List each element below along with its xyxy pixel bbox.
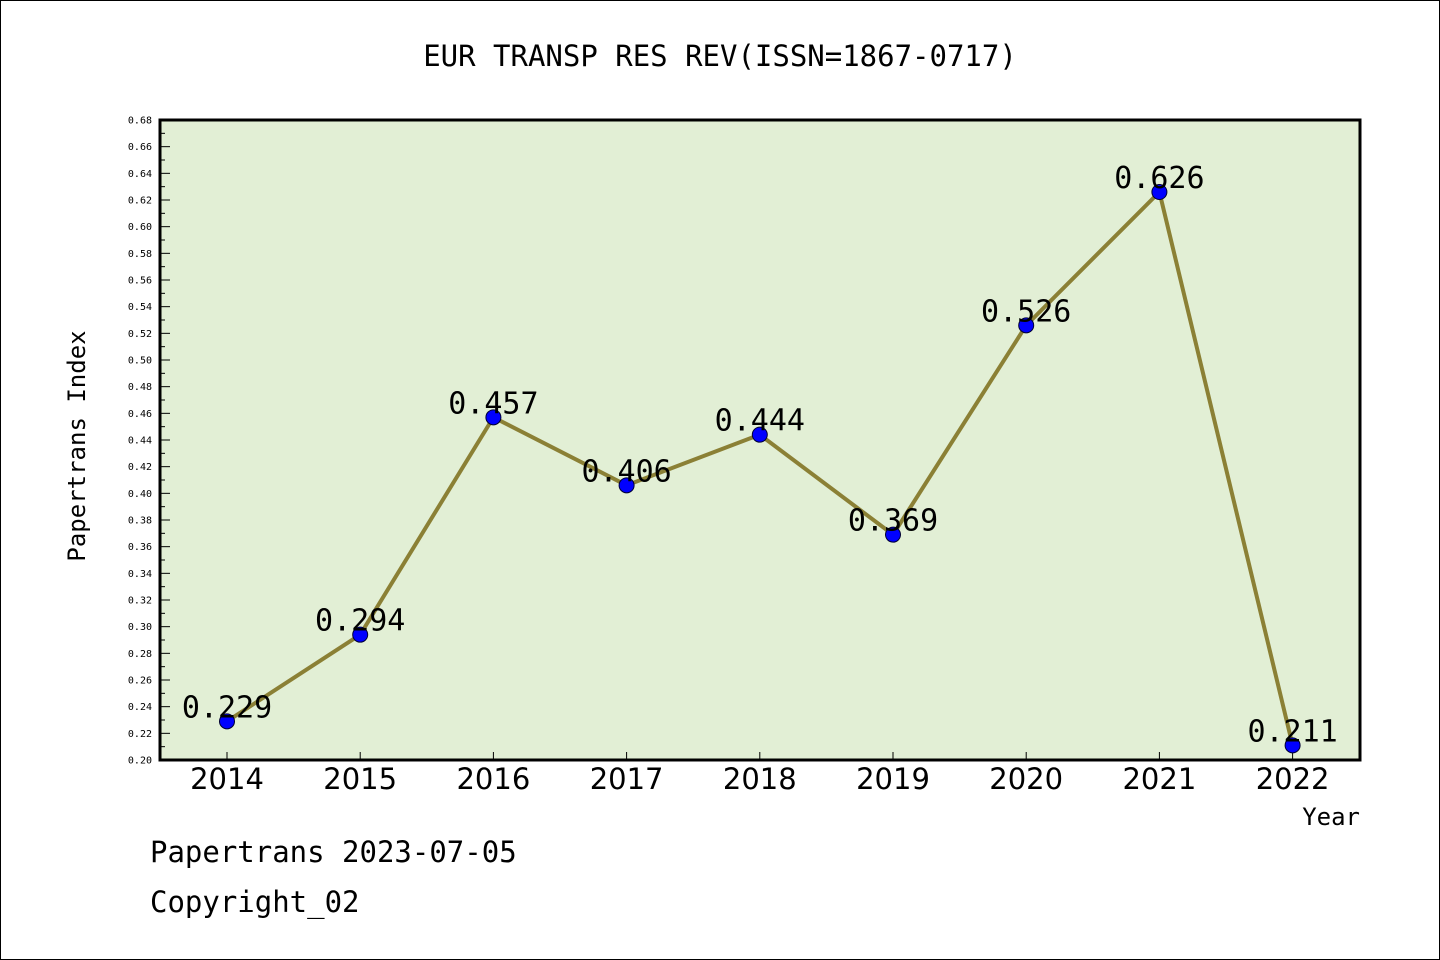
- data-label: 0.229: [182, 690, 272, 725]
- x-tick-label: 2015: [323, 762, 397, 796]
- plot-border: [158, 118, 1362, 762]
- y-tick-label: 0.46: [128, 409, 152, 420]
- footer-copyright: Copyright_02: [150, 885, 360, 919]
- y-tick-label: 0.68: [128, 116, 152, 127]
- y-tick-label: 0.28: [128, 649, 152, 660]
- data-point: [352, 626, 369, 643]
- y-tick-label: 0.58: [128, 249, 152, 260]
- x-tick-label: 2021: [1122, 762, 1196, 796]
- y-tick-label: 0.22: [128, 729, 152, 740]
- y-tick-label: 0.36: [128, 542, 152, 553]
- data-point: [1284, 737, 1301, 754]
- y-tick-label: 0.56: [128, 276, 152, 287]
- x-tick-label: 2014: [190, 762, 264, 796]
- y-axis-label: Papertrans Index: [63, 330, 91, 561]
- data-point: [1018, 317, 1035, 334]
- x-tick-label: 2019: [856, 762, 930, 796]
- x-tick-label: 2020: [989, 762, 1063, 796]
- data-label: 0.444: [715, 404, 805, 439]
- y-tick-label: 0.60: [128, 222, 152, 233]
- y-tick-label: 0.40: [128, 489, 152, 500]
- data-point: [751, 426, 768, 443]
- footer-date: Papertrans 2023-07-05: [150, 835, 517, 869]
- data-label: 0.626: [1114, 161, 1204, 196]
- data-label: 0.457: [448, 386, 538, 421]
- y-tick-label: 0.64: [128, 169, 152, 180]
- y-tick-label: 0.52: [128, 329, 152, 340]
- y-tick-label: 0.34: [128, 569, 152, 580]
- y-tick-label: 0.32: [128, 596, 152, 607]
- x-tick-label: 2016: [456, 762, 530, 796]
- y-tick-label: 0.24: [128, 702, 152, 713]
- data-label: 0.406: [581, 454, 671, 489]
- y-tick-label: 0.48: [128, 382, 152, 393]
- y-tick-label: 0.26: [128, 676, 152, 687]
- plot-area: 0.20 0.22 0.24 0.26 0.28 0.30 0.32 0.34 0.36 0.38…: [128, 116, 1362, 796]
- y-tick-label: 0.38: [128, 516, 152, 527]
- chart-title: EUR TRANSP RES REV(ISSN=1867-0717): [423, 39, 1017, 73]
- x-axis-label: Year: [1302, 803, 1360, 831]
- data-label: 0.526: [981, 294, 1071, 329]
- data-point: [485, 409, 502, 426]
- x-tick-label: 2017: [590, 762, 664, 796]
- data-label: 0.369: [848, 504, 938, 539]
- y-tick-label: 0.66: [128, 142, 152, 153]
- y-tick-label: 0.30: [128, 622, 152, 633]
- y-tick-label: 0.42: [128, 462, 152, 473]
- data-point: [885, 526, 901, 543]
- y-tick-label: 0.44: [128, 436, 152, 447]
- y-tick-label: 0.50: [128, 356, 152, 367]
- x-tick-label: 2022: [1256, 762, 1330, 796]
- data-point: [618, 477, 635, 494]
- y-tick-label: 0.20: [128, 756, 152, 767]
- data-label: 0.211: [1247, 714, 1337, 749]
- x-tick-label: 2018: [723, 762, 797, 796]
- data-point: [219, 713, 235, 730]
- data-point: [1151, 184, 1168, 200]
- data-label: 0.294: [315, 604, 405, 639]
- y-tick-label: 0.62: [128, 196, 152, 207]
- y-tick-label: 0.54: [128, 302, 152, 313]
